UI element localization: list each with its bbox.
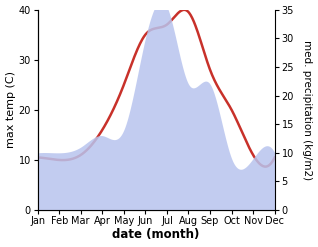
Y-axis label: med. precipitation (kg/m2): med. precipitation (kg/m2) — [302, 40, 313, 180]
Y-axis label: max temp (C): max temp (C) — [5, 71, 16, 148]
X-axis label: date (month): date (month) — [113, 228, 200, 242]
